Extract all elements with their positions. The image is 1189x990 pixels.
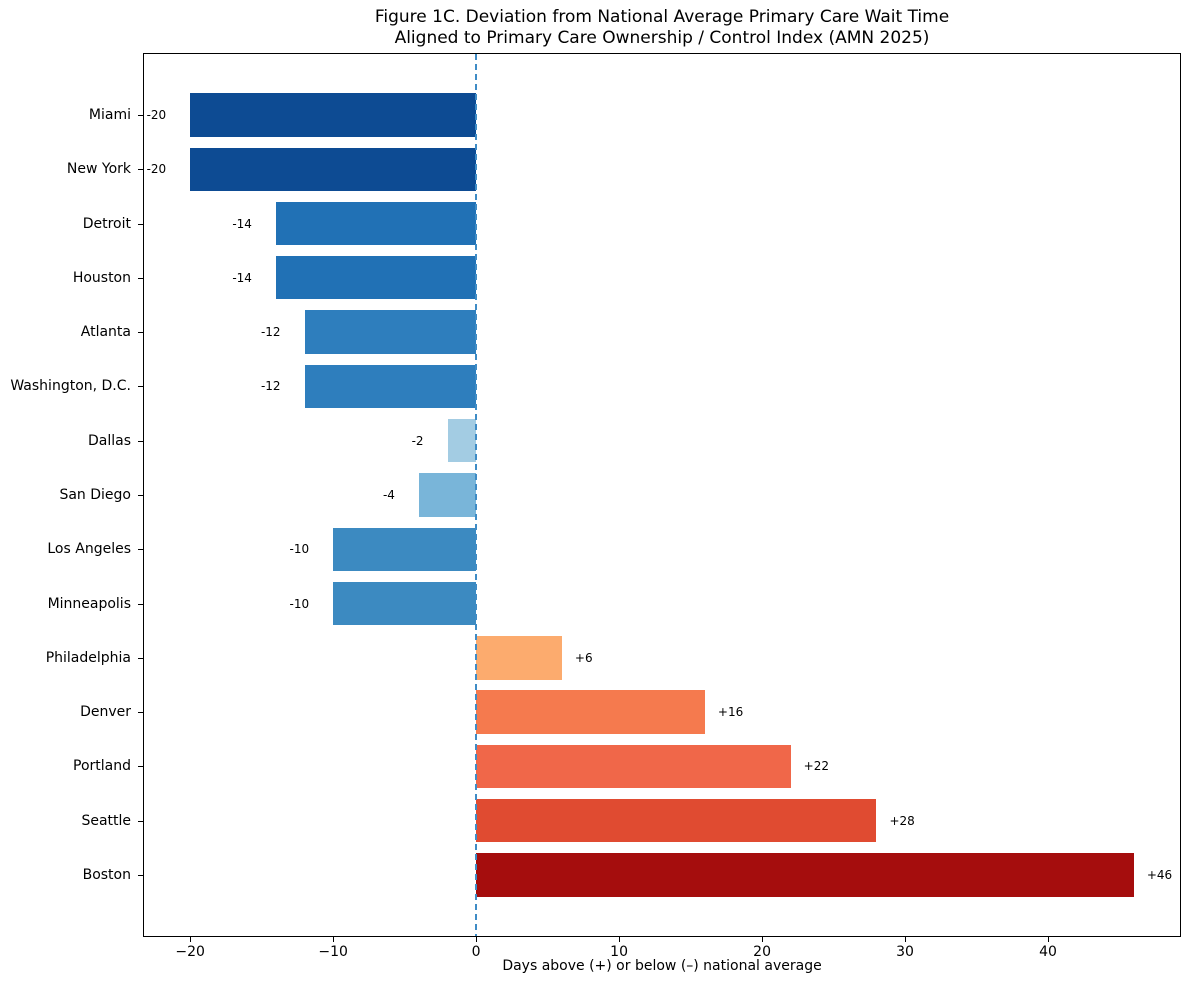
bar xyxy=(304,364,477,409)
y-tick-label: Philadelphia xyxy=(45,649,131,666)
x-tick-label: 10 xyxy=(610,944,628,960)
y-tick-mark xyxy=(138,169,143,171)
x-tick-label: 30 xyxy=(896,944,914,960)
bar xyxy=(447,419,477,463)
bar-value-label: +46 xyxy=(1146,868,1173,883)
y-tick-label: San Diego xyxy=(59,487,131,503)
x-tick-mark xyxy=(905,937,907,942)
bar-value-label: +6 xyxy=(574,650,593,665)
y-tick-label: Minneapolis xyxy=(47,595,131,612)
y-tick-label: Portland xyxy=(73,758,131,775)
title-line-1: Figure 1C. Deviation from National Avera… xyxy=(374,7,950,27)
y-tick-mark xyxy=(138,386,143,388)
plot-area: -20 -20 -14 -14 -12 -12 -2 -4 -10 -10 +6 +16 +22 +28 +… xyxy=(143,53,1181,937)
bar xyxy=(275,256,477,300)
y-tick-label: Detroit xyxy=(82,215,131,232)
y-tick-mark xyxy=(138,766,143,768)
y-tick-label: New York xyxy=(66,161,131,178)
bar xyxy=(333,527,477,571)
bar-value-label: -14 xyxy=(232,216,252,231)
x-tick-label: 20 xyxy=(753,944,771,960)
y-tick-mark xyxy=(138,657,143,659)
y-tick-mark xyxy=(138,712,143,714)
zero-reference-line xyxy=(475,54,478,936)
bar xyxy=(418,473,477,517)
y-tick-mark xyxy=(138,332,143,334)
y-tick-mark xyxy=(138,223,143,225)
y-tick-mark xyxy=(138,549,143,551)
bar xyxy=(476,690,705,734)
bar xyxy=(333,581,477,626)
bar-value-label: -12 xyxy=(260,379,281,394)
bar-value-label: -20 xyxy=(146,162,167,177)
bar xyxy=(275,201,477,246)
bar-value-label: +22 xyxy=(803,759,829,774)
x-tick-mark xyxy=(333,937,335,942)
bar-value-label: -10 xyxy=(289,596,310,611)
y-tick-label: Washington, D.C. xyxy=(10,378,131,395)
x-axis-label: Days above (+) or below (–) national ave… xyxy=(502,958,822,974)
y-tick-mark xyxy=(138,820,143,822)
bar xyxy=(476,636,562,680)
x-tick-label: −10 xyxy=(318,944,348,960)
bar xyxy=(476,744,791,789)
y-tick-mark xyxy=(138,440,143,442)
bar-value-label: +28 xyxy=(889,813,915,828)
y-tick-label: Boston xyxy=(82,867,131,884)
x-tick-mark xyxy=(190,937,192,942)
figure-title: Figure 1C. Deviation from National Avera… xyxy=(143,7,1181,49)
x-tick-label: −20 xyxy=(175,944,205,960)
y-tick-label: Miami xyxy=(88,106,131,123)
y-tick-mark xyxy=(138,875,143,877)
y-tick-mark xyxy=(138,495,143,496)
bar xyxy=(190,147,477,191)
bar-value-label: -12 xyxy=(260,325,281,340)
bar-value-label: -20 xyxy=(146,107,167,122)
bar xyxy=(476,853,1134,897)
bar-value-label: -2 xyxy=(411,433,424,448)
x-tick-mark xyxy=(762,937,764,942)
bar xyxy=(190,93,477,137)
y-tick-mark xyxy=(138,277,143,279)
x-tick-mark xyxy=(619,937,621,942)
y-tick-mark xyxy=(138,114,143,116)
x-tick-mark xyxy=(1048,937,1050,942)
x-tick-label: 0 xyxy=(471,944,481,960)
y-tick-label: Dallas xyxy=(87,432,131,449)
y-tick-label: Denver xyxy=(80,704,131,721)
y-tick-label: Seattle xyxy=(81,812,131,829)
y-tick-label: Atlanta xyxy=(80,324,131,341)
title-line-2: Aligned to Primary Care Ownership / Cont… xyxy=(394,28,930,48)
bar-value-label: -14 xyxy=(232,270,252,285)
y-tick-label: Houston xyxy=(72,269,131,286)
x-tick-label: 40 xyxy=(1039,944,1057,960)
bar-value-label: +16 xyxy=(717,705,744,720)
bar xyxy=(304,310,477,354)
x-tick-mark xyxy=(476,937,478,942)
y-tick-mark xyxy=(138,603,143,605)
y-tick-label: Los Angeles xyxy=(47,541,131,558)
bar-value-label: -10 xyxy=(289,542,310,557)
bar xyxy=(476,799,877,843)
bar-value-label: -4 xyxy=(382,488,395,502)
